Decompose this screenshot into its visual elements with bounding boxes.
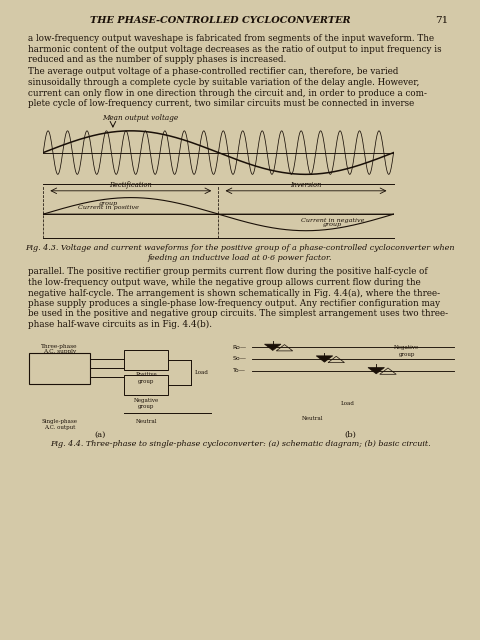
Text: be used in the positive and negative group circuits. The simplest arrangement us: be used in the positive and negative gro… (28, 310, 448, 319)
Text: sinusoidally through a complete cycle by suitable variation of the delay angle. : sinusoidally through a complete cycle by… (28, 78, 420, 87)
Text: (b): (b) (344, 431, 356, 438)
Text: the low-frequency output wave, while the negative group allows current flow duri: the low-frequency output wave, while the… (28, 278, 421, 287)
Text: phase half-wave circuits as in Fig. 4.4(b).: phase half-wave circuits as in Fig. 4.4(… (28, 320, 212, 329)
Text: So—: So— (233, 356, 247, 362)
Bar (29, 353, 90, 384)
Text: Rectification: Rectification (109, 180, 152, 189)
Text: group: group (398, 352, 415, 357)
Text: group: group (138, 404, 155, 409)
Text: group: group (99, 202, 119, 207)
Text: A.C. supply: A.C. supply (43, 349, 76, 355)
Text: Current in positive: Current in positive (78, 205, 139, 210)
Bar (124, 350, 168, 370)
Text: Neutral: Neutral (302, 416, 324, 420)
Text: THE PHASE-CONTROLLED CYCLOCONVERTER: THE PHASE-CONTROLLED CYCLOCONVERTER (90, 16, 350, 25)
Text: Inversion: Inversion (290, 180, 322, 189)
Text: Single-phase: Single-phase (41, 419, 77, 424)
Polygon shape (368, 367, 384, 374)
Text: Negative: Negative (133, 397, 159, 403)
Text: feeding an inductive load at 0·6 power factor.: feeding an inductive load at 0·6 power f… (148, 253, 332, 262)
Text: parallel. The positive rectifier group permits current flow during the positive : parallel. The positive rectifier group p… (28, 268, 428, 276)
Text: A.C. output: A.C. output (44, 425, 75, 429)
Text: Neutral: Neutral (135, 419, 157, 424)
Text: Ro—: Ro— (233, 345, 247, 350)
Text: (a): (a) (94, 431, 106, 438)
Text: reduced and as the number of supply phases is increased.: reduced and as the number of supply phas… (28, 55, 286, 64)
Text: Three-phase: Three-phase (41, 344, 78, 349)
Text: Current in negative: Current in negative (300, 218, 364, 223)
Text: The average output voltage of a phase-controlled rectifier can, therefore, be va: The average output voltage of a phase-co… (28, 67, 398, 77)
Text: Load: Load (194, 370, 208, 375)
Text: harmonic content of the output voltage decreases as the ratio of output to input: harmonic content of the output voltage d… (28, 45, 442, 54)
Polygon shape (264, 344, 281, 351)
Text: phase supply produces a single-phase low-frequency output. Any rectifier configu: phase supply produces a single-phase low… (28, 299, 440, 308)
Text: 71: 71 (435, 16, 448, 25)
Polygon shape (316, 356, 333, 362)
Text: plete cycle of low-frequency current, two similar circuits must be connected in : plete cycle of low-frequency current, tw… (28, 99, 414, 108)
Text: Mean output voltage: Mean output voltage (102, 114, 178, 122)
Text: group: group (138, 379, 155, 384)
Text: Fig. 4.4. Three-phase to single-phase cycloconverter: (a) schematic diagram; (b): Fig. 4.4. Three-phase to single-phase cy… (50, 440, 430, 449)
Text: negative half-cycle. The arrangement is shown schematically in Fig. 4.4(a), wher: negative half-cycle. The arrangement is … (28, 289, 440, 298)
Text: current can only flow in one direction through the circuit and, in order to prod: current can only flow in one direction t… (28, 88, 427, 97)
Text: a low-frequency output waveshape is fabricated from segments of the input wavefo: a low-frequency output waveshape is fabr… (28, 34, 434, 43)
Bar (124, 375, 168, 395)
Text: To—: To— (233, 368, 246, 373)
Text: group: group (323, 222, 342, 227)
Text: Fig. 4.3. Voltage and current waveforms for the positive group of a phase-contro: Fig. 4.3. Voltage and current waveforms … (25, 243, 455, 252)
Text: Positive: Positive (135, 372, 157, 378)
Text: Negative: Negative (394, 346, 420, 351)
Text: Load: Load (341, 401, 355, 406)
